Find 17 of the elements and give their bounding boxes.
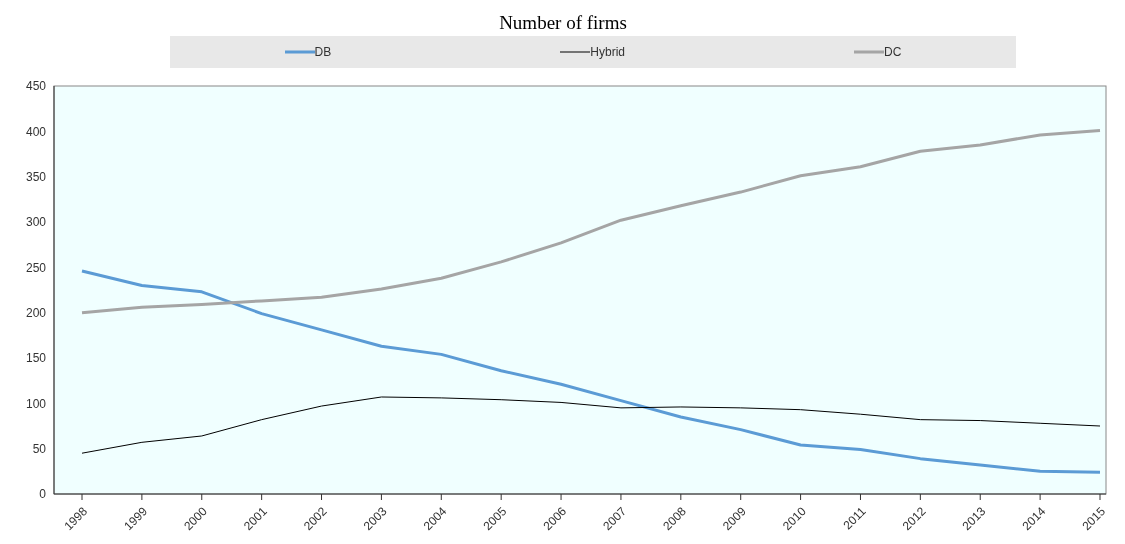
y-tick-label: 0: [39, 487, 47, 502]
y-tick-label: 150: [25, 351, 47, 366]
y-tick-label: 250: [25, 260, 47, 275]
line-series: [80, 128, 1102, 315]
chart-title: Number of firms: [498, 11, 628, 35]
legend-label: Hybrid: [590, 45, 625, 59]
y-tick-label: 100: [25, 396, 47, 411]
legend-label: DB: [314, 45, 332, 59]
y-tick-label: 450: [25, 79, 47, 94]
y-tick-label: 400: [25, 124, 47, 139]
y-tick-label: 350: [25, 169, 47, 184]
y-tick-label: 300: [25, 215, 47, 230]
y-tick-label: 200: [25, 305, 47, 320]
line-series: [81, 396, 1101, 454]
line-series: [80, 269, 1102, 474]
y-tick-label: 50: [32, 441, 47, 456]
legend-label: DC: [884, 45, 902, 59]
